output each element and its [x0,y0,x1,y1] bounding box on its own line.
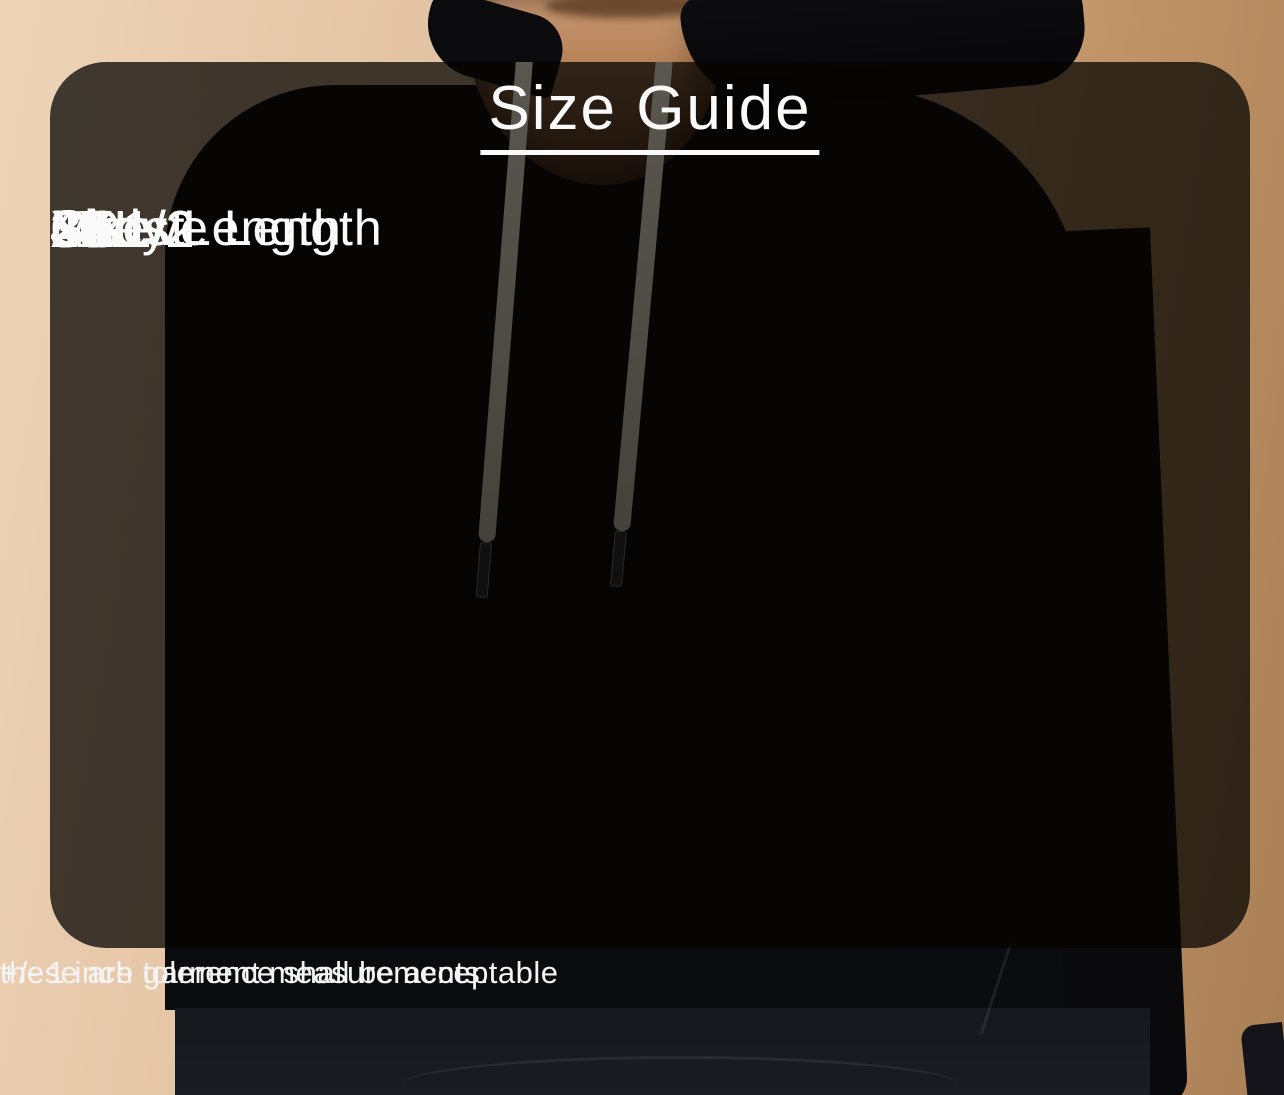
size-table-row: XS 38 25 23 [50,188,1230,272]
size-guide-title: Size Guide [480,78,820,155]
size-table-row: XL 46.1/2 28.1/2 27 [50,188,1230,272]
column-header-body-length: Body Length [50,200,342,256]
tolerance-note-line2: these are garment measurements. [0,955,490,990]
sleeve-length-cell: 29 [50,201,108,259]
sleeve-length-cell: 23 [50,201,108,259]
size-cell: 5XL [50,201,143,259]
sleeve-length-cell: 24 [50,201,108,259]
chest-cell: 54.1/2 [50,201,195,259]
size-cell: XL [50,201,114,259]
size-cell: 3XL [50,201,143,259]
body-length-cell: 27.1/2 [50,201,195,259]
sleeve-length-cell: 29 [50,201,108,259]
chin-shadow [545,0,705,18]
body-length-cell: 30 [50,201,108,259]
chest-cell: 38 [50,201,108,259]
size-table-row: 5XL 54.1/2 31 29 [50,188,1230,272]
sleeve-length-cell: 25 [50,201,108,259]
size-table-row: 2XL 49 29.1/2 28 [50,188,1230,272]
size-table-row: M 43 26 25 [50,188,1230,272]
sleeve-length-cell: 28 [50,201,108,259]
size-table-row: S 40.1/2 25.1/2 24 [50,188,1230,272]
chest-cell: 43 [50,201,108,259]
body-length-cell: 29.1/2 [50,201,195,259]
size-cell: S [50,201,85,259]
chest-cell: 40.1/2 [50,201,195,259]
size-table-header: Size Chest Body Length Sleeve Length [50,188,1230,268]
body-length-cell: 31 [50,201,108,259]
size-cell: L [50,201,79,259]
size-guide-content: Size Guide Size Chest Body Length Sleeve… [50,62,1250,948]
body-length-cell: 28.1/2 [50,201,195,259]
chest-cell: 45 [50,201,108,259]
sleeve-length-cell: 26 [50,201,108,259]
chest-cell: 51 [50,201,108,259]
right-arm-edge [1240,1022,1284,1095]
tolerance-note-line1: +/- 1 inch tolerence shall be acceptable [0,955,559,990]
size-cell: XS [50,201,120,259]
size-guide-panel [50,62,1250,948]
body-length-cell: 25 [50,201,108,259]
hoodie-hem-line [400,1056,960,1095]
size-cell: M [50,201,94,259]
size-table-row: 3XL 51 30 29 [50,188,1230,272]
body-length-cell: 26 [50,201,108,259]
body-length-cell: 25.1/2 [50,201,195,259]
chest-cell: 49 [50,201,108,259]
column-header-size: Size [50,200,152,256]
size-table-row: L 45 27.1/2 26 [50,188,1230,272]
size-cell: 2XL [50,201,143,259]
sleeve-length-cell: 27 [50,201,108,259]
column-header-sleeve-length: Sleeve Length [50,200,383,256]
column-header-chest: Chest [50,200,186,256]
chest-cell: 46.1/2 [50,201,195,259]
